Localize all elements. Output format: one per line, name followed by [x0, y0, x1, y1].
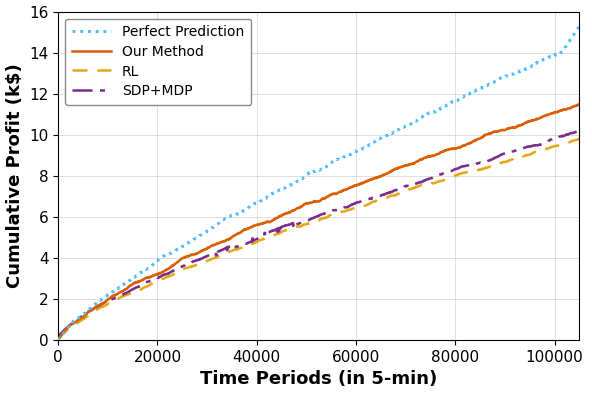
SDP+MDP — [145, 279, 152, 284]
SDP+MDP — [54, 335, 62, 340]
Line: Perfect Prediction: Perfect Prediction — [58, 26, 580, 340]
RL — [114, 297, 121, 301]
Perfect Prediction — [565, 39, 572, 44]
X-axis label: Time Periods (in 5-min): Time Periods (in 5-min) — [200, 370, 437, 388]
RL — [277, 230, 284, 235]
Line: SDP+MDP: SDP+MDP — [58, 131, 580, 337]
RL — [145, 283, 152, 288]
Our Method — [277, 214, 284, 218]
SDP+MDP — [565, 132, 572, 136]
Our Method — [145, 275, 152, 280]
Line: RL: RL — [58, 139, 580, 340]
RL — [255, 239, 262, 243]
SDP+MDP — [576, 128, 583, 133]
SDP+MDP — [114, 295, 121, 300]
Y-axis label: Cumulative Profit (k$): Cumulative Profit (k$) — [5, 63, 24, 288]
Line: Our Method: Our Method — [58, 104, 580, 340]
RL — [510, 156, 517, 161]
Perfect Prediction — [255, 200, 262, 204]
Our Method — [255, 223, 262, 227]
Legend: Perfect Prediction, Our Method, RL, SDP+MDP: Perfect Prediction, Our Method, RL, SDP+… — [65, 19, 251, 105]
Our Method — [565, 106, 572, 111]
Perfect Prediction — [114, 286, 121, 291]
Perfect Prediction — [145, 266, 152, 271]
SDP+MDP — [277, 228, 284, 232]
Perfect Prediction — [510, 71, 517, 76]
Our Method — [576, 102, 583, 106]
SDP+MDP — [255, 236, 262, 241]
Our Method — [54, 338, 62, 342]
Our Method — [114, 292, 121, 296]
RL — [54, 338, 62, 342]
RL — [576, 137, 583, 141]
Perfect Prediction — [277, 188, 284, 192]
Perfect Prediction — [54, 338, 62, 342]
Our Method — [510, 126, 517, 130]
SDP+MDP — [510, 149, 517, 154]
Perfect Prediction — [576, 24, 583, 28]
RL — [565, 140, 572, 145]
